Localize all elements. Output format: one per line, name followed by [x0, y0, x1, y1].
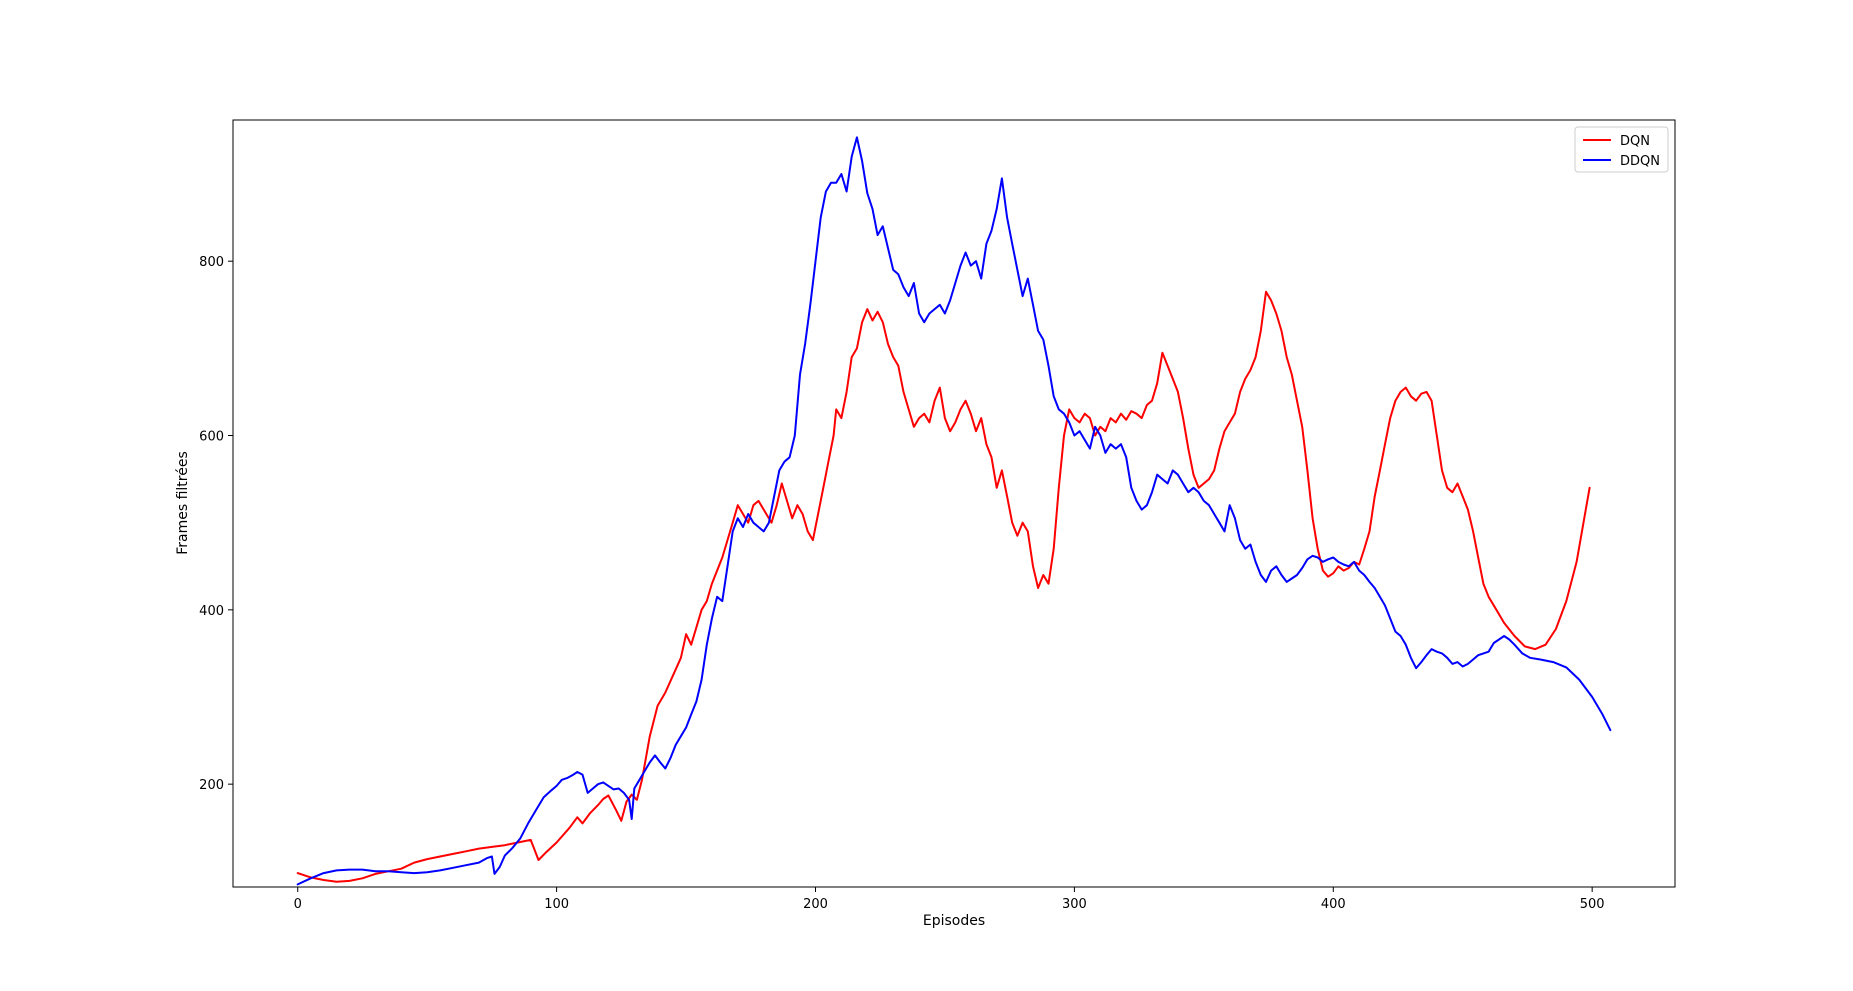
x-tick-label: 0 — [294, 897, 302, 912]
x-tick-label: 200 — [803, 897, 828, 912]
x-axis: 0 100 200 300 400 500 — [294, 887, 1605, 912]
plot-frame — [232, 119, 1676, 888]
legend-label-dqn: DQN — [1620, 134, 1650, 149]
x-axis-title: Episodes — [923, 913, 985, 929]
x-tick-label: 100 — [544, 897, 569, 912]
y-axis: 200 400 600 800 — [199, 255, 233, 793]
x-tick-label: 300 — [1062, 897, 1087, 912]
y-tick-label: 600 — [199, 430, 224, 445]
series-line-ddqn — [296, 136, 1612, 886]
series-layer — [296, 136, 1612, 886]
x-tick-label: 400 — [1321, 897, 1346, 912]
y-tick-label: 400 — [199, 604, 224, 619]
legend-label-ddqn: DDQN — [1620, 154, 1660, 169]
x-tick-label: 500 — [1580, 897, 1605, 912]
y-tick-label: 200 — [199, 778, 224, 793]
y-tick-label: 800 — [199, 255, 224, 270]
legend: DQN DDQN — [1574, 126, 1669, 173]
y-axis-title: Frames filtrées — [175, 451, 191, 555]
